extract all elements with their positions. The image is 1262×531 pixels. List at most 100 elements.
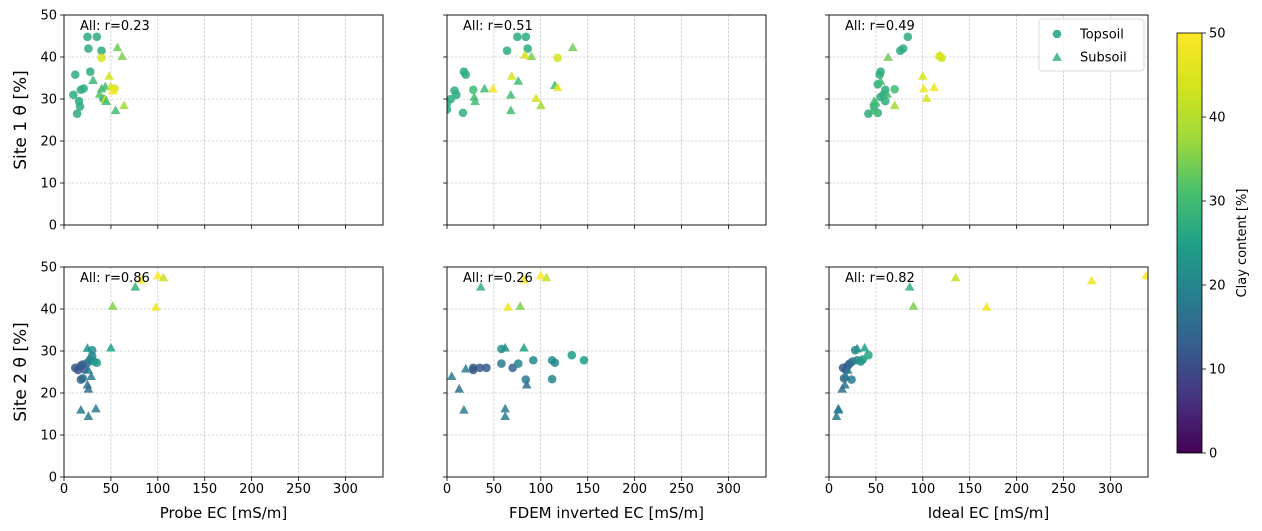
topsoil-point [78, 374, 88, 383]
subsoil-point [837, 384, 847, 393]
subsoil-point [454, 384, 464, 393]
topsoil-point [447, 105, 452, 114]
correlation-annotation: All: r=0.86 [80, 271, 150, 286]
x-tick-label: 200 [1004, 482, 1029, 497]
subsoil-point [520, 50, 530, 59]
x-axis-label: Probe EC [mS/m] [160, 504, 288, 522]
data-points [69, 32, 129, 118]
x-tick-label: 150 [192, 482, 217, 497]
subsoil-point [101, 96, 112, 105]
axes-frame [828, 266, 1149, 478]
subsoil-point [107, 85, 118, 95]
subsoil-point [842, 365, 853, 374]
x-tick-label: 300 [333, 482, 358, 497]
subsoil-point [868, 105, 878, 115]
topsoil-point [85, 67, 95, 76]
x-axis-label: FDEM inverted EC [mS/m] [509, 504, 704, 522]
y-tick-label: 40 [40, 303, 57, 318]
subsoil-point [106, 342, 116, 352]
axes-frame [446, 14, 767, 226]
subsoil-point [875, 76, 886, 85]
subsoil-point [83, 384, 94, 393]
axes-frame [63, 266, 384, 478]
subsoil-point [82, 343, 93, 352]
y-tick-label: 20 [40, 387, 57, 402]
x-axis-label: Ideal EC [mS/m] [928, 504, 1050, 522]
x-tick-label: 0 [60, 482, 68, 497]
topsoil-point [903, 32, 913, 42]
axes-frame [446, 266, 767, 478]
correlation-annotation: All: r=0.82 [845, 271, 915, 286]
topsoil-point [458, 108, 468, 118]
subsoil-point [460, 363, 471, 373]
subsoil-point [469, 92, 480, 101]
topsoil-point [92, 358, 102, 368]
topsoil-point [97, 46, 106, 55]
subsoil-point [531, 93, 541, 102]
subsoil-point [94, 89, 105, 98]
subsoil-point [151, 302, 161, 311]
colorbar-tick-label: 40 [1209, 111, 1226, 126]
x-tick-label: 100 [910, 482, 935, 497]
topsoil-point [84, 44, 93, 53]
x-tick-label: 200 [239, 482, 264, 497]
subsoil-point [110, 105, 121, 115]
subsoil-point [1141, 270, 1148, 280]
y-tick-label: 30 [40, 345, 57, 360]
panel-site1-fdem: All: r=0.51 [443, 14, 767, 229]
correlation-annotation: All: r=0.51 [463, 19, 533, 34]
topsoil-point [97, 53, 106, 63]
subsoil-point [882, 89, 892, 98]
topsoil-point [482, 363, 491, 373]
topsoil-point [92, 32, 102, 42]
data-points [447, 270, 589, 420]
topsoil-point [513, 32, 522, 42]
colorbar-tick-label: 20 [1209, 279, 1226, 294]
subsoil-point [91, 403, 101, 413]
panel-site2-ideal: 0 50 100 150 200 250 300 Ideal EC [mS/m] All: r=… [825, 266, 1149, 522]
y-tick-label: 10 [40, 177, 57, 192]
topsoil-point [875, 70, 884, 79]
topsoil-point [553, 53, 563, 63]
subsoil-point [831, 411, 842, 420]
topsoil-point [514, 359, 523, 368]
topsoil-point [468, 365, 478, 375]
x-tick-label: 200 [622, 482, 647, 497]
subsoil-point [500, 342, 510, 352]
subsoil-point [153, 270, 163, 280]
y-tick-label: 40 [40, 51, 57, 66]
correlation-annotation: All: r=0.26 [463, 271, 533, 286]
subsoil-point [475, 281, 486, 291]
axes-frame [828, 14, 1149, 226]
colorbar-gradient [1176, 32, 1203, 454]
data-points [447, 32, 578, 118]
panel-site2-fdem: 0 50 100 150 200 250 300 FDEM inverted EC [mS/m… [443, 266, 767, 522]
subsoil-point [83, 365, 94, 374]
topsoil-point [529, 355, 538, 365]
subsoil-point [541, 272, 552, 282]
y-tick-label: 20 [40, 135, 57, 150]
subsoil-point [86, 371, 97, 381]
x-tick-label: 0 [825, 482, 833, 497]
correlation-annotation: All: r=0.23 [80, 19, 150, 34]
subsoil-point [852, 343, 862, 353]
y-tick-label: 10 [40, 429, 57, 444]
topsoil-point [79, 84, 89, 93]
topsoil-point [461, 70, 471, 79]
subsoil-point [981, 302, 992, 311]
subsoil-point [158, 272, 169, 282]
x-tick-label: 150 [575, 482, 600, 497]
data-points [864, 32, 946, 118]
topsoil-point [864, 350, 873, 360]
topsoil-point [890, 85, 899, 94]
subsoil-point [500, 403, 510, 413]
subsoil-point [488, 83, 498, 93]
subsoil-point [921, 93, 932, 102]
subsoil-point [117, 51, 127, 60]
colorbar: 0 10 20 30 40 50 Clay content [%] [1176, 27, 1250, 462]
panel-site1-probe: 0 10 20 30 40 50 Site 1 θ [%] All: r=0.23 [11, 9, 384, 234]
colorbar-tick-label: 50 [1209, 27, 1226, 42]
subsoil-point [859, 342, 870, 352]
subsoil-point [918, 83, 929, 93]
y-tick-label: 0 [49, 219, 57, 234]
